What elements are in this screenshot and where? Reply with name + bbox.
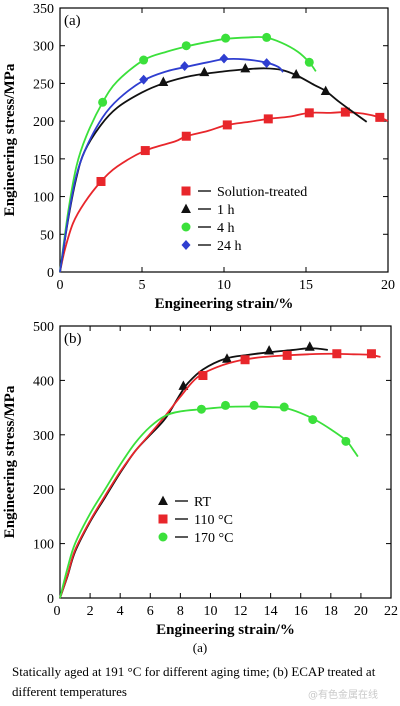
chart-b-series-line-1 xyxy=(59,352,381,599)
chart-b-x-tick-label: 6 xyxy=(147,604,154,619)
chart-b-x-tick-label: 20 xyxy=(354,604,368,619)
chart-b-series-1-marker xyxy=(332,349,342,359)
chart-a-legend-marker-3 xyxy=(181,240,191,250)
chart-a-series-0-marker xyxy=(96,176,106,186)
chart-a-legend-label-1: 1 h xyxy=(217,203,235,218)
chart-b-x-axis-title: Engineering strain/% xyxy=(156,622,295,638)
chart-a-y-tick-label: 350 xyxy=(33,2,54,17)
chart-a-x-tick-label: 10 xyxy=(217,278,231,293)
chart-a-series-2-marker xyxy=(221,33,231,43)
chart-b-series-2-marker xyxy=(221,400,230,410)
chart-a-y-tick-label: 150 xyxy=(33,153,54,168)
chart-a-y-tick-label: 200 xyxy=(33,115,54,130)
chart-a-series-0-marker xyxy=(375,112,385,122)
chart-a-x-tick-label: 20 xyxy=(381,278,395,293)
chart-a-series-2-marker xyxy=(262,32,272,42)
chart-b-series-1-marker xyxy=(366,349,376,359)
chart-a-series-3-marker xyxy=(139,74,149,85)
chart-a-series-2-marker xyxy=(181,41,191,51)
chart-a-x-tick-label: 5 xyxy=(139,278,146,293)
chart-b-y-tick-label: 300 xyxy=(33,429,54,444)
chart-a-series-3-marker xyxy=(262,58,272,69)
chart-a-series-0-marker xyxy=(263,114,273,124)
chart-b-series-0-marker xyxy=(222,353,232,363)
chart-a-series-2-marker xyxy=(304,57,314,67)
chart-b-legend-marker-2 xyxy=(158,532,168,542)
chart-b-legend-label-2: 170 °C xyxy=(194,531,233,546)
chart-b-x-tick-label: 8 xyxy=(177,604,184,619)
chart-a-series-0-marker xyxy=(340,107,350,117)
chart-b-series-2-marker xyxy=(249,400,259,410)
chart-b-x-tick-label: 22 xyxy=(384,604,398,619)
chart-a-series-1-marker xyxy=(240,62,251,73)
chart-b-legend-marker-1 xyxy=(158,514,168,524)
chart-b-series-line-0 xyxy=(59,347,328,599)
chart-a-panel-label: (a) xyxy=(64,13,81,29)
chart-b-series-1-marker xyxy=(240,355,250,365)
chart-a-x-axis-title: Engineering strain/% xyxy=(155,296,294,312)
chart-b-x-tick-label: 18 xyxy=(324,604,338,619)
chart-a-y-tick-label: 300 xyxy=(33,40,54,55)
chart-a-series-2-marker xyxy=(98,97,108,107)
chart-b-x-tick-label: 2 xyxy=(87,604,94,619)
chart-a-y-tick-label: 0 xyxy=(47,266,54,281)
chart-b-series-2-marker xyxy=(308,415,318,425)
chart-a-y-tick-label: 100 xyxy=(33,191,54,206)
chart-b-legend-marker-0 xyxy=(158,495,168,506)
chart-a-legend-label-3: 24 h xyxy=(217,239,242,254)
chart-b-y-tick-label: 100 xyxy=(33,538,54,553)
chart-b-x-tick-label: 16 xyxy=(294,604,308,619)
chart-a-series-3-marker xyxy=(219,53,229,64)
chart-b-panel-label: (b) xyxy=(64,331,82,347)
chart-a-series-3-marker xyxy=(180,61,190,72)
chart-b-x-tick-label: 10 xyxy=(203,604,217,619)
chart-a-y-axis-title: Engineering stress/MPa xyxy=(2,63,18,216)
chart-b-x-tick-label: 12 xyxy=(234,604,248,619)
chart-a-series-0-marker xyxy=(222,120,232,130)
chart-a-legend-label-0: Solution-treated xyxy=(217,185,307,200)
chart-b-x-origin-label: 0 xyxy=(54,604,61,619)
chart-a-series-line-2 xyxy=(59,36,317,273)
chart-b-series-0-marker xyxy=(304,341,315,351)
chart-a-legend-marker-1 xyxy=(181,203,191,214)
chart-a-series-0-marker xyxy=(140,146,150,156)
chart-a-series-1-marker xyxy=(158,76,169,86)
chart-b-series-0-marker xyxy=(178,380,189,390)
figure-caption: Statically aged at 191 °C for different … xyxy=(12,664,376,699)
chart-b-series-2-marker xyxy=(279,402,289,412)
chart-a-series-line-1 xyxy=(59,67,368,273)
chart-b-series-2-marker xyxy=(196,404,206,414)
chart-b-series-1-marker xyxy=(282,350,292,360)
subcaption: (a) xyxy=(192,640,208,655)
watermark: @有色金属在线 xyxy=(308,690,378,701)
chart-b-frame xyxy=(59,325,392,599)
chart-b-y-tick-label: 0 xyxy=(47,592,54,607)
chart-a-x-tick-label: 0 xyxy=(57,278,64,293)
chart-a-legend-label-2: 4 h xyxy=(217,221,235,236)
chart-a-series-0-marker xyxy=(181,131,191,141)
chart-b-x-tick-label: 4 xyxy=(117,604,124,619)
chart-a-series-1-marker xyxy=(199,66,210,77)
chart-b-x-tick-label: 14 xyxy=(264,604,278,619)
chart-a-series-line-3 xyxy=(59,58,284,273)
chart-b-y-axis-title: Engineering stress/MPa xyxy=(2,385,18,538)
chart-b-legend-label-0: RT xyxy=(194,495,211,510)
chart-a-series-0-marker xyxy=(304,108,314,118)
chart-a-y-tick-label: 250 xyxy=(33,77,54,92)
chart-a-legend-marker-0 xyxy=(181,186,191,196)
chart-a-series-2-marker xyxy=(139,55,149,65)
chart-a-series-1-marker xyxy=(291,68,302,79)
chart-b-legend-label-1: 110 °C xyxy=(194,513,233,528)
chart-b-y-tick-label: 200 xyxy=(33,483,54,498)
chart-b-series-2-marker xyxy=(341,436,351,446)
chart-a-series-1-marker xyxy=(320,85,331,96)
chart-a-y-tick-label: 50 xyxy=(40,228,54,243)
chart-b-series-1-marker xyxy=(198,371,208,381)
chart-a-x-tick-label: 15 xyxy=(299,278,313,293)
chart-a-legend-marker-2 xyxy=(181,222,191,232)
chart-b-series-0-marker xyxy=(264,345,275,355)
chart-b-y-tick-label: 500 xyxy=(33,320,54,335)
chart-b-y-tick-label: 400 xyxy=(33,374,54,389)
